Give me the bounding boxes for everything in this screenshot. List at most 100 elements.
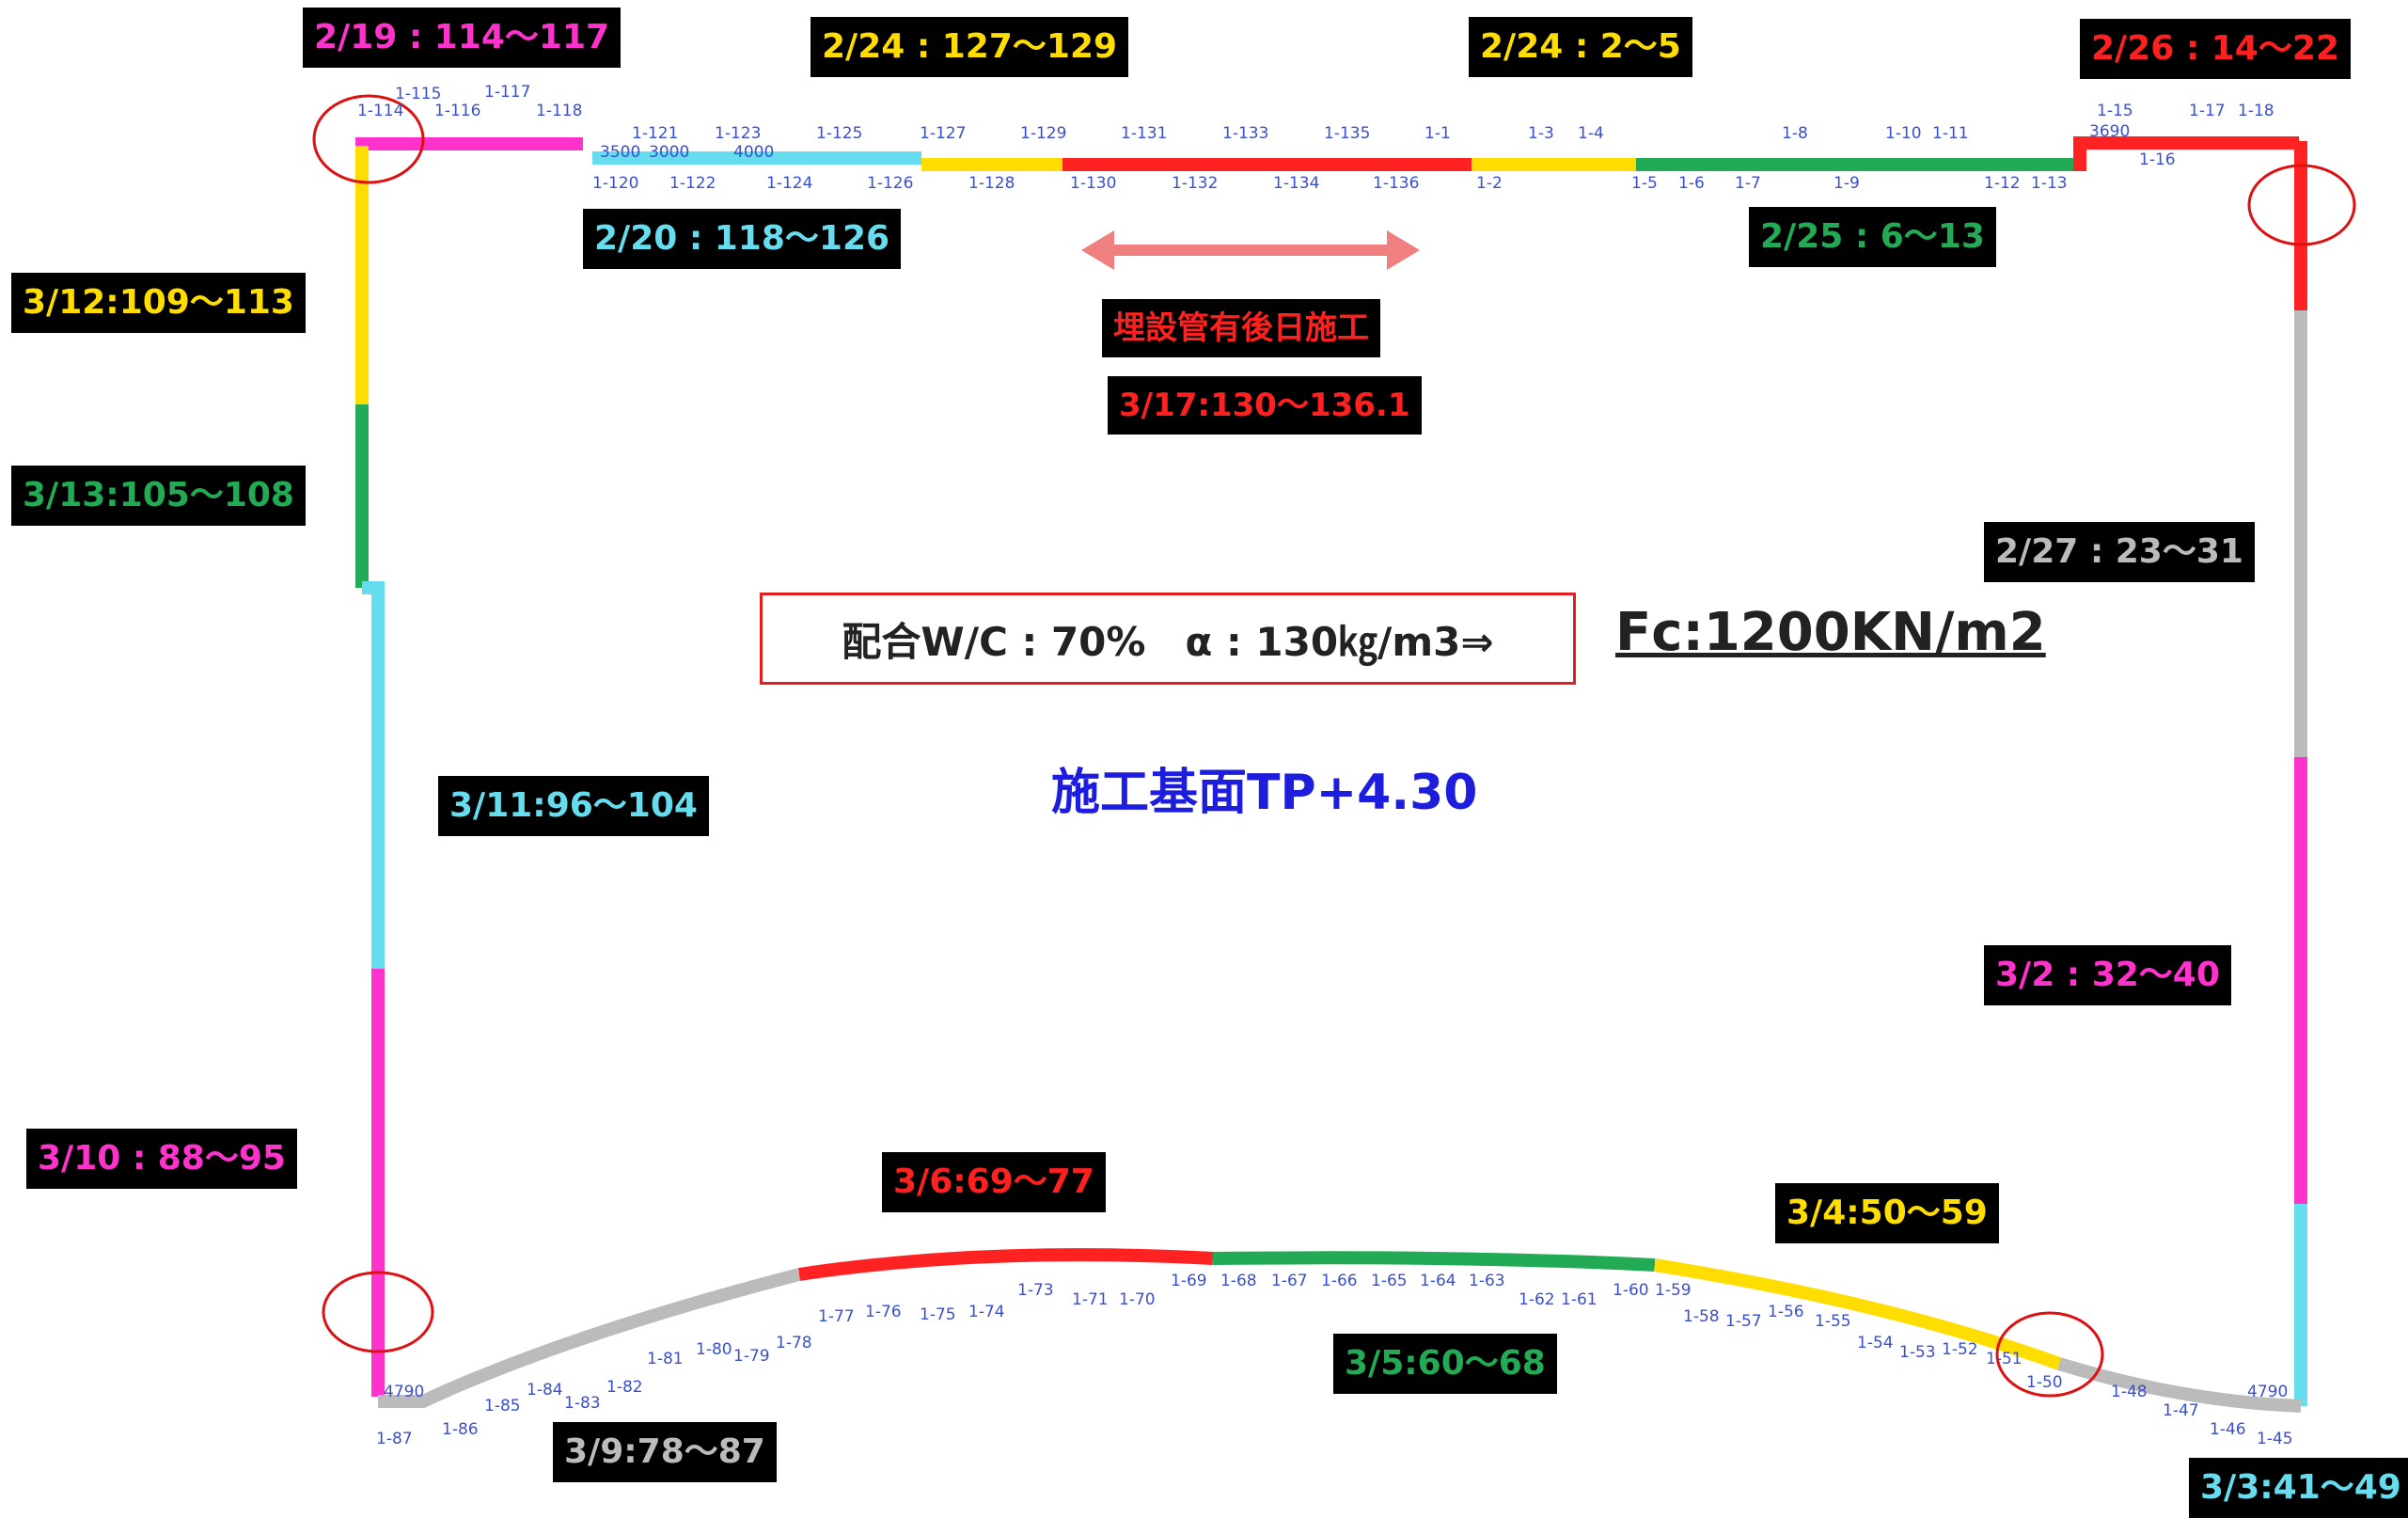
date-label: 3/13:105～108 [11, 466, 306, 526]
dimension-label: 3000 [649, 143, 690, 162]
tick-label: 1-51 [1986, 1350, 2022, 1368]
wall-bottom-red [797, 1248, 1214, 1281]
tick-label: 1-55 [1815, 1312, 1851, 1331]
date-label: 3/4:50～59 [1775, 1183, 1999, 1243]
date-label: 3/11:96～104 [438, 776, 709, 836]
date-label: 3/6:69～77 [882, 1152, 1106, 1212]
tick-label: 1-4 [1578, 124, 1604, 143]
tick-label: 1-136 [1373, 174, 1420, 193]
tick-label: 1-66 [1321, 1272, 1358, 1290]
dimension-label: 3500 [600, 143, 641, 162]
tick-label: 1-46 [2210, 1420, 2246, 1439]
wall-bottom-gray-left [378, 1268, 801, 1408]
date-label: 3/12:109～113 [11, 273, 306, 333]
tick-label: 1-117 [484, 83, 531, 102]
tick-label: 1-15 [2097, 102, 2133, 120]
tick-label: 1-65 [1371, 1272, 1408, 1290]
tick-label: 1-2 [1476, 174, 1503, 193]
tick-label: 1-123 [715, 124, 762, 143]
tick-label: 1-71 [1072, 1290, 1109, 1309]
tick-label: 1-85 [484, 1397, 521, 1415]
tick-label: 1-77 [818, 1307, 855, 1326]
dimension-label: 4790 [384, 1383, 425, 1401]
fc-value: Fc:1200KN/m2 [1615, 602, 2046, 663]
tick-label: 1-17 [2189, 102, 2226, 120]
tick-label: 1-114 [357, 102, 404, 120]
tick-label: 1-81 [647, 1350, 684, 1368]
tick-label: 1-127 [920, 124, 967, 143]
tick-label: 1-68 [1220, 1272, 1257, 1290]
mar17-note: 3/17:130～136.1 [1108, 376, 1422, 435]
tick-label: 1-84 [527, 1381, 563, 1399]
tick-label: 1-130 [1070, 174, 1117, 193]
tick-label: 1-52 [1942, 1340, 1978, 1359]
tick-label: 1-5 [1631, 174, 1658, 193]
tick-label: 1-62 [1519, 1290, 1555, 1309]
tick-label: 1-60 [1613, 1281, 1649, 1300]
tick-label: 1-124 [766, 174, 813, 193]
tick-label: 1-47 [2163, 1401, 2199, 1420]
tick-label: 1-115 [395, 85, 442, 103]
base-level: 施工基面TP+4.30 [1051, 765, 1478, 821]
wall-left-cyan [362, 581, 385, 969]
tick-label: 1-11 [1932, 124, 1969, 143]
tick-label: 1-126 [867, 174, 914, 193]
tick-label: 1-78 [776, 1334, 812, 1352]
tick-label: 1-116 [434, 102, 481, 120]
tick-label: 1-3 [1528, 124, 1554, 143]
tick-label: 1-134 [1273, 174, 1320, 193]
tick-label: 1-135 [1324, 124, 1371, 143]
tick-label: 1-54 [1857, 1334, 1894, 1352]
corner-circle-bottom-right [1995, 1311, 2104, 1398]
date-label: 2/27 : 23～31 [1984, 522, 2255, 582]
dimension-label: 4000 [733, 143, 775, 162]
tick-label: 1-50 [2026, 1373, 2063, 1392]
tick-label: 1-74 [968, 1303, 1005, 1321]
tick-label: 1-82 [606, 1378, 643, 1397]
tick-label: 1-16 [2139, 150, 2176, 169]
tick-label: 1-86 [442, 1420, 479, 1439]
tick-label: 1-75 [920, 1305, 956, 1324]
tick-label: 1-12 [1984, 174, 2021, 193]
tick-label: 1-9 [1834, 174, 1860, 193]
date-label: 2/25 : 6～13 [1749, 207, 1996, 267]
double-arrow-icon [1081, 230, 1420, 270]
date-label: 3/3:41～49 [2189, 1458, 2408, 1518]
tick-label: 1-63 [1469, 1272, 1505, 1290]
tick-label: 1-133 [1222, 124, 1269, 143]
corner-circle-top-right [2247, 164, 2356, 246]
tick-label: 1-132 [1172, 174, 1219, 193]
tick-label: 1-128 [968, 174, 1015, 193]
tick-label: 1-80 [696, 1340, 732, 1359]
date-label: 3/10 : 88～95 [26, 1129, 297, 1189]
wall-bottom-gray-right [2056, 1357, 2302, 1413]
date-label: 2/19 : 114～117 [303, 8, 622, 68]
corner-circle-bottom-left [322, 1271, 434, 1353]
tick-label: 1-48 [2111, 1383, 2148, 1401]
tick-label: 1-120 [592, 174, 639, 193]
tick-label: 1-76 [865, 1303, 902, 1321]
tick-label: 1-125 [816, 124, 863, 143]
tick-label: 1-69 [1171, 1272, 1207, 1290]
tick-label: 1-7 [1735, 174, 1761, 193]
mix-ratio-box: 配合W/C : 70% α : 130㎏/m3⇒ [760, 593, 1576, 685]
dimension-label: 4790 [2247, 1383, 2289, 1401]
tick-label: 1-45 [2257, 1430, 2293, 1448]
tick-label: 1-83 [564, 1394, 601, 1413]
tick-label: 1-79 [733, 1347, 770, 1366]
date-label: 2/24 : 2～5 [1469, 17, 1692, 77]
tick-label: 1-122 [669, 174, 716, 193]
tick-label: 1-129 [1020, 124, 1067, 143]
tick-label: 1-131 [1121, 124, 1168, 143]
corner-circle-top-left [312, 94, 425, 184]
tick-label: 1-1 [1424, 124, 1451, 143]
tick-label: 1-13 [2031, 174, 2068, 193]
tick-label: 1-67 [1271, 1272, 1308, 1290]
date-label: 2/26 : 14～22 [2080, 19, 2351, 79]
tick-label: 1-53 [1899, 1343, 1936, 1362]
date-label: 3/9:78～87 [553, 1422, 777, 1482]
tick-label: 1-87 [376, 1430, 413, 1448]
tick-label: 1-18 [2238, 102, 2274, 120]
wall-top-red-right [2073, 136, 2299, 171]
